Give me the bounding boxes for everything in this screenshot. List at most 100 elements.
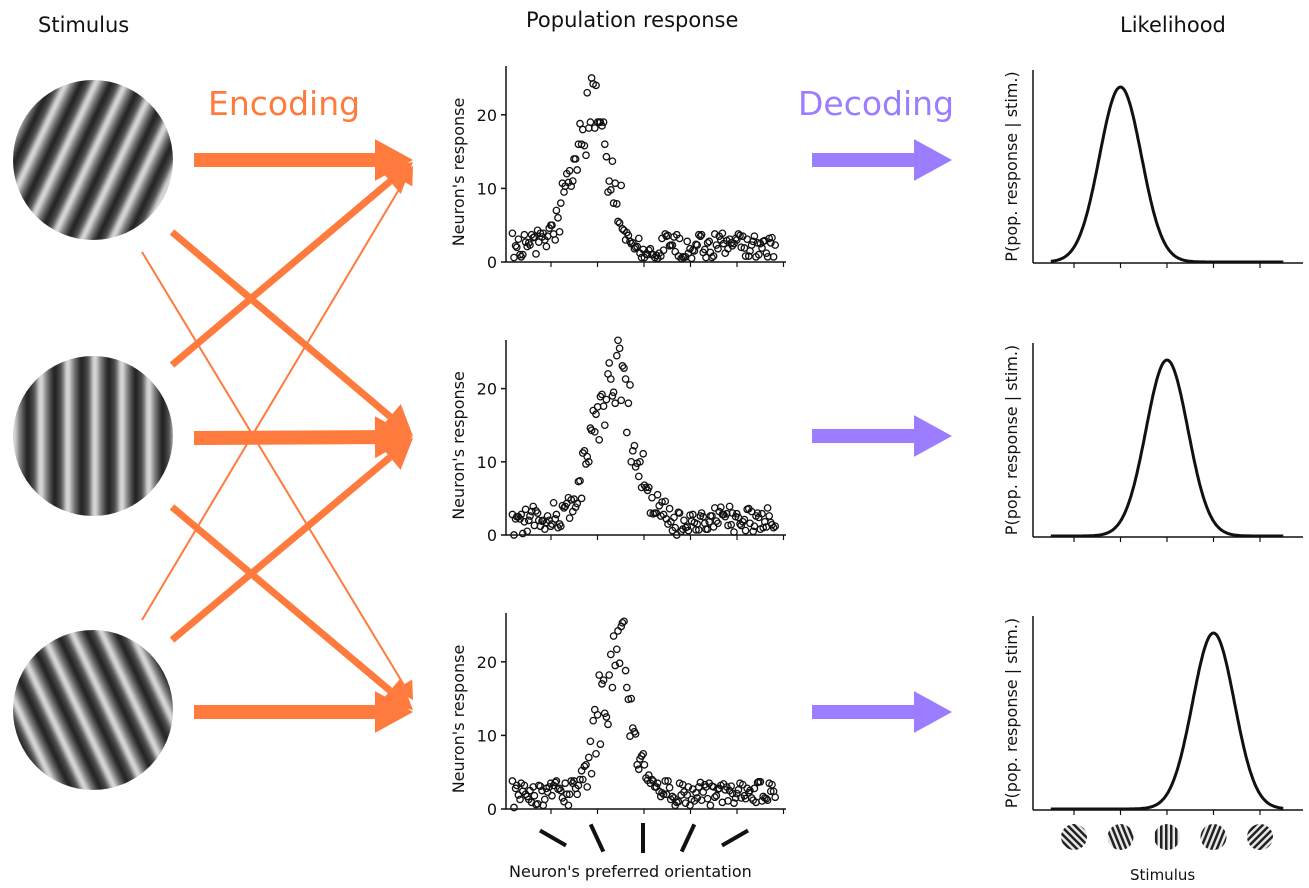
data-point [560,797,568,806]
data-point [714,785,722,793]
data-point [687,254,696,263]
data-point [678,780,687,789]
data-point [565,514,574,523]
x-axis-label-preferred-orientation: Neuron's preferred orientation [509,862,752,881]
data-point [736,779,744,788]
data-point [599,118,608,127]
data-point [753,509,762,517]
stimulus-gratings [13,80,173,790]
data-point [624,695,633,704]
data-point [744,788,753,797]
data-point [703,794,712,803]
data-point [514,235,523,244]
encode-arrow-2-1 [169,178,393,368]
data-point [626,237,634,246]
population-response-plots: 0 10 20 Neuron's response 0 10 20 Neuron's resp… [449,66,786,819]
data-point [605,359,614,367]
data-point [600,709,609,718]
likelihood-header: Likelihood [1120,13,1226,37]
data-point [551,778,560,787]
data-point [573,790,582,799]
population-response-plot-1: 0 10 20 Neuron's response [449,66,786,272]
data-point [637,253,646,262]
data-point [576,775,584,784]
encoding-arrows [141,139,413,733]
data-point [749,527,758,536]
data-point [634,234,643,243]
data-point [628,724,637,732]
decode-arrow-1-head [914,139,952,181]
data-point [584,753,593,762]
data-point [577,140,586,149]
data-point [749,237,758,246]
y-tick-label: 10 [477,726,497,745]
data-point [705,779,714,788]
data-point [614,627,622,635]
data-point [736,520,744,528]
decoding-arrows [812,139,952,733]
data-point [604,370,612,378]
data-point [710,230,719,238]
data-point [529,233,538,242]
data-point [548,791,556,800]
data-point [639,449,648,458]
data-point [648,775,656,784]
data-point [731,512,740,521]
data-point [709,783,718,791]
data-point [683,237,692,246]
data-point [678,525,687,533]
data-point [568,507,577,516]
data-point [741,526,750,535]
data-point [518,529,527,538]
data-point [533,226,542,235]
likelihood-plot-1: P(pop. response | stim.) [1002,70,1303,268]
data-point [595,118,604,127]
y-axis-label: P(pop. response | stim.) [1002,618,1021,808]
y-tick-label: 10 [477,179,497,198]
y-tick-label: 0 [487,526,497,545]
data-point [573,166,582,174]
data-point [626,381,634,389]
data-point [621,236,630,244]
y-axis-label: Neuron's response [449,371,468,520]
data-point [634,472,643,481]
data-point [637,483,646,492]
data-point [692,240,700,249]
data-point [614,217,622,226]
data-point [618,618,627,627]
data-point [633,760,642,769]
data-point [608,392,617,400]
y-tick-label: 20 [477,653,497,672]
data-point [615,219,624,227]
data-point [716,503,725,512]
data-point [609,199,618,207]
stimulus-grating-1 [13,80,173,240]
data-point [714,244,722,253]
data-point [705,517,714,526]
data-point [705,237,714,246]
data-point [633,459,642,468]
stimulus-grating-2 [13,356,173,516]
data-point [750,784,759,793]
data-point [568,177,577,185]
encode-arrow-1-2-head [379,404,413,436]
data-point [514,791,523,799]
data-point [611,399,620,408]
data-point [722,509,731,518]
decoding-label: Decoding [798,84,955,123]
data-point [600,140,609,149]
data-point [516,795,524,804]
data-point [582,151,590,160]
data-point [549,498,558,507]
data-point [634,765,643,774]
data-point [758,509,766,518]
data-point [696,512,705,520]
data-point [542,784,551,793]
data-point [721,249,730,258]
data-point [551,236,560,244]
decode-arrow-2-head [914,415,952,457]
likelihood-curve [1050,85,1284,264]
data-point [771,241,780,249]
data-point [683,791,692,799]
data-point [529,783,538,791]
